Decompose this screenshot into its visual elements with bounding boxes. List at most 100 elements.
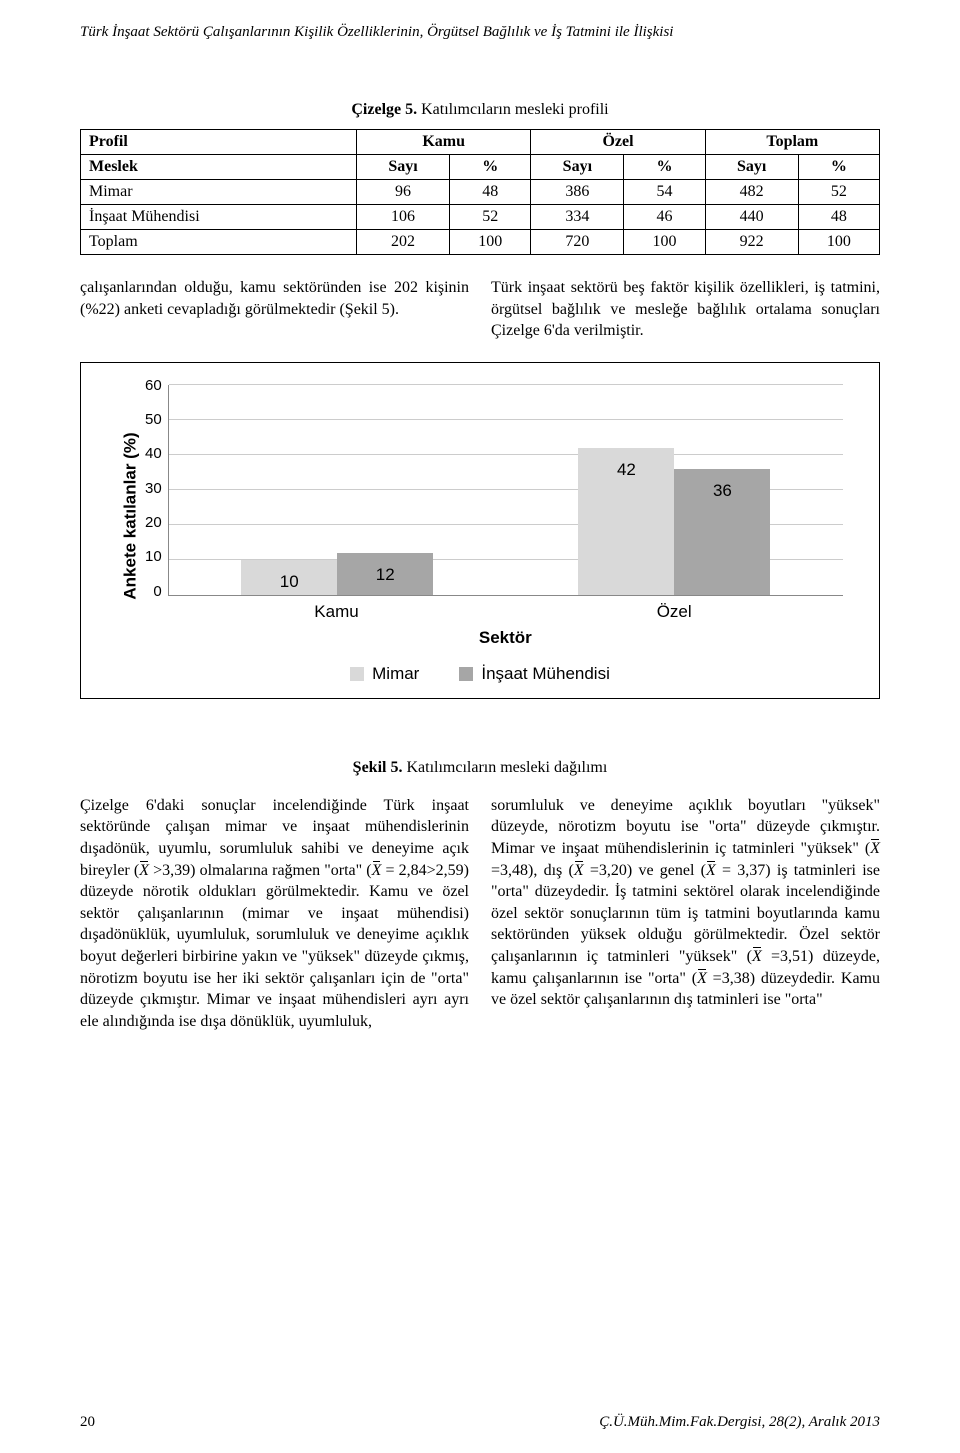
intro-left: çalışanlarından olduğu, kamu sektöründen… <box>80 277 469 342</box>
chart-area: Ankete katılanlar (%) 60 50 40 30 20 10 … <box>117 385 843 648</box>
th-pct: % <box>624 155 705 180</box>
cell: 52 <box>450 205 531 230</box>
cell: 386 <box>531 180 624 205</box>
xbar-symbol: X <box>372 860 382 882</box>
th-sayi: Sayı <box>531 155 624 180</box>
y-tick: 10 <box>145 548 162 565</box>
cell-label: İnşaat Mühendisi <box>81 205 357 230</box>
cell: 482 <box>705 180 798 205</box>
cell: 52 <box>798 180 879 205</box>
cell: 54 <box>624 180 705 205</box>
cell: 202 <box>357 230 450 255</box>
cell-label: Mimar <box>81 180 357 205</box>
table-header-row-2: Meslek Sayı % Sayı % Sayı % <box>81 155 880 180</box>
xbar-symbol: X <box>697 968 707 990</box>
th-kamu: Kamu <box>357 130 531 155</box>
xbar-symbol: X <box>139 860 149 882</box>
xbar-symbol: X <box>870 838 880 860</box>
footer: 20 Ç.Ü.Müh.Mim.Fak.Dergisi, 28(2), Aralı… <box>80 1414 880 1431</box>
cell: 46 <box>624 205 705 230</box>
page: Türk İnşaat Sektörü Çalışanlarının Kişil… <box>0 0 960 1453</box>
y-axis-label: Ankete katılanlar (%) <box>121 433 141 600</box>
figure-caption: Şekil 5. Katılımcıların mesleki dağılımı <box>80 759 880 777</box>
table-header-row-1: Profil Kamu Özel Toplam <box>81 130 880 155</box>
body-two-col: Çizelge 6'daki sonuçlar incelendiğinde T… <box>80 795 880 1033</box>
bar: 10 <box>241 560 337 595</box>
table-row: Mimar 96 48 386 54 482 52 <box>81 180 880 205</box>
table-caption-label: Çizelge 5. <box>351 101 417 118</box>
x-label: Özel <box>505 602 843 622</box>
profile-table: Profil Kamu Özel Toplam Meslek Sayı % Sa… <box>80 129 880 255</box>
x-label: Kamu <box>168 602 506 622</box>
x-title: Sektör <box>168 628 843 648</box>
th-meslek: Meslek <box>81 155 357 180</box>
body-text: >3,39) olmalarına rağmen "orta" ( <box>149 862 372 879</box>
table-row: Toplam 202 100 720 100 922 100 <box>81 230 880 255</box>
legend-swatch <box>350 667 364 681</box>
xbar-symbol: X <box>574 860 584 882</box>
legend: Mimar İnşaat Mühendisi <box>117 664 843 684</box>
xbar-symbol: X <box>752 946 762 968</box>
th-pct: % <box>450 155 531 180</box>
table-caption: Çizelge 5. Katılımcıların mesleki profil… <box>80 101 880 119</box>
intro-two-col: çalışanlarından olduğu, kamu sektöründen… <box>80 277 880 342</box>
y-tick: 0 <box>145 583 162 600</box>
table-row: İnşaat Mühendisi 106 52 334 46 440 48 <box>81 205 880 230</box>
th-sayi: Sayı <box>357 155 450 180</box>
figure-caption-text: Katılımcıların mesleki dağılımı <box>402 759 607 776</box>
y-tick: 20 <box>145 514 162 531</box>
body-left: Çizelge 6'daki sonuçlar incelendiğinde T… <box>80 795 469 1033</box>
bar-value: 12 <box>337 565 433 585</box>
legend-label: İnşaat Mühendisi <box>481 664 610 684</box>
body-text: =3,20) ve genel ( <box>584 862 706 879</box>
body-right: sorumluluk ve deneyime açıklık boyutları… <box>491 795 880 1033</box>
y-tick: 60 <box>145 377 162 394</box>
bar-value: 36 <box>674 481 770 501</box>
y-ticks: 60 50 40 30 20 10 0 <box>145 377 168 600</box>
cell: 96 <box>357 180 450 205</box>
cell: 720 <box>531 230 624 255</box>
body-text: = 2,84>2,59) düzeyde nörotik oldukları g… <box>80 862 469 1030</box>
cell: 334 <box>531 205 624 230</box>
y-tick: 50 <box>145 411 162 428</box>
cell: 922 <box>705 230 798 255</box>
cell: 106 <box>357 205 450 230</box>
cell: 100 <box>798 230 879 255</box>
cell: 48 <box>798 205 879 230</box>
bar: 36 <box>674 469 770 595</box>
legend-item: Mimar <box>350 664 419 684</box>
page-number: 20 <box>80 1414 95 1431</box>
plot: 10124236 <box>168 385 843 596</box>
plot-wrap: 10124236 Kamu Özel Sektör <box>168 385 843 648</box>
th-sayi: Sayı <box>705 155 798 180</box>
cell: 48 <box>450 180 531 205</box>
x-labels: Kamu Özel <box>168 602 843 622</box>
th-ozel: Özel <box>531 130 705 155</box>
bar-group: 1012 <box>169 385 506 595</box>
body-text: =3,48), dış ( <box>491 862 574 879</box>
th-toplam: Toplam <box>705 130 879 155</box>
table-caption-text: Katılımcıların mesleki profili <box>417 101 609 118</box>
cell-label: Toplam <box>81 230 357 255</box>
bar: 42 <box>578 448 674 595</box>
bar-value: 10 <box>241 572 337 592</box>
legend-swatch <box>459 667 473 681</box>
cell: 100 <box>624 230 705 255</box>
body-text: sorumluluk ve deneyime açıklık boyutları… <box>491 797 880 857</box>
th-profile: Profil <box>81 130 357 155</box>
journal-ref: Ç.Ü.Müh.Mim.Fak.Dergisi, 28(2), Aralık 2… <box>599 1414 880 1431</box>
y-axis-label-wrap: Ankete katılanlar (%) <box>117 385 145 648</box>
legend-item: İnşaat Mühendisi <box>459 664 610 684</box>
bar-group: 4236 <box>506 385 843 595</box>
th-pct: % <box>798 155 879 180</box>
intro-right: Türk inşaat sektörü beş faktör kişilik ö… <box>491 277 880 342</box>
cell: 100 <box>450 230 531 255</box>
figure-caption-label: Şekil 5. <box>353 759 403 776</box>
xbar-symbol: X <box>706 860 716 882</box>
bar-chart: Ankete katılanlar (%) 60 50 40 30 20 10 … <box>80 362 880 699</box>
bar-value: 42 <box>578 460 674 480</box>
cell: 440 <box>705 205 798 230</box>
y-tick: 30 <box>145 480 162 497</box>
y-tick: 40 <box>145 445 162 462</box>
bar: 12 <box>337 553 433 595</box>
